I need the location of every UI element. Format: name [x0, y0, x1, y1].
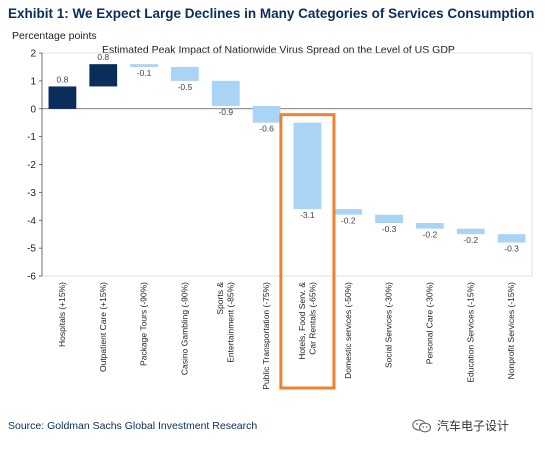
y-tick-label: -1	[27, 132, 36, 143]
y-tick-label: 2	[30, 49, 36, 60]
x-tick-label: Nonprofit Services (-15%)	[506, 282, 516, 379]
y-tick-label: -6	[27, 272, 36, 283]
data-label: -0.2	[341, 216, 356, 226]
bar	[293, 122, 322, 210]
x-tick-label: Domestic services (-50%)	[343, 282, 353, 379]
bar	[416, 223, 444, 229]
x-tick-label: Sports &	[215, 282, 225, 315]
bar	[211, 80, 240, 106]
x-tick-label: Hospitals (+15%)	[57, 282, 67, 347]
x-tick-label: Personal Care (-30%)	[425, 282, 435, 364]
x-tick-label: Casino Gambling (-90%)	[180, 282, 190, 375]
wechat-logo-icon	[412, 418, 432, 432]
data-label: -0.6	[259, 124, 274, 134]
data-label: -0.2	[423, 230, 438, 240]
watermark-text: 汽车电子设计	[437, 419, 510, 433]
data-label: -3.1	[300, 210, 315, 220]
bar	[375, 214, 403, 224]
page-title: Exhibit 1: We Expect Large Declines in M…	[8, 6, 535, 21]
x-tick-label: Education Services (-15%)	[465, 282, 475, 383]
data-label: -0.9	[218, 107, 233, 117]
data-label: -0.1	[137, 68, 152, 78]
y-tick-label: -2	[27, 160, 36, 171]
x-tick-label: Outpatient Care (+15%)	[98, 282, 108, 372]
bar	[252, 105, 281, 123]
data-label: -0.2	[463, 235, 478, 245]
highlight-box	[279, 113, 336, 390]
y-tick-label: -3	[27, 188, 36, 199]
data-label: -0.3	[504, 244, 519, 254]
x-tick-label: Package Tours (-90%)	[139, 282, 149, 366]
data-label: -0.5	[178, 82, 193, 92]
y-axis-unit-label: Percentage points	[12, 30, 97, 42]
x-tick-label: Car Rentals (-65%)	[307, 282, 317, 355]
data-label: -0.3	[382, 224, 397, 234]
data-label: 0.8	[97, 52, 109, 62]
y-tick-label: -5	[27, 244, 36, 255]
bar	[497, 234, 526, 243]
x-tick-label: Public Transportation (-75%)	[261, 282, 271, 390]
x-tick-label: Hotels, Food Serv. &	[297, 282, 307, 360]
data-label: 0.8	[57, 74, 69, 84]
y-tick-label: 0	[30, 104, 36, 115]
y-tick-label: -4	[27, 216, 36, 227]
bar	[456, 228, 485, 235]
watermark: 汽车电子设计	[412, 417, 509, 434]
bar	[48, 86, 77, 109]
x-tick-label: Entertainment (-85%)	[226, 282, 236, 363]
x-tick-label: Social Services (-30%)	[384, 282, 394, 368]
bar	[171, 66, 199, 81]
bar	[89, 64, 118, 87]
source-note: Source: Goldman Sachs Global Investment …	[8, 420, 258, 432]
y-tick-label: 1	[30, 76, 36, 87]
bar	[130, 64, 158, 67]
bar	[334, 209, 363, 215]
